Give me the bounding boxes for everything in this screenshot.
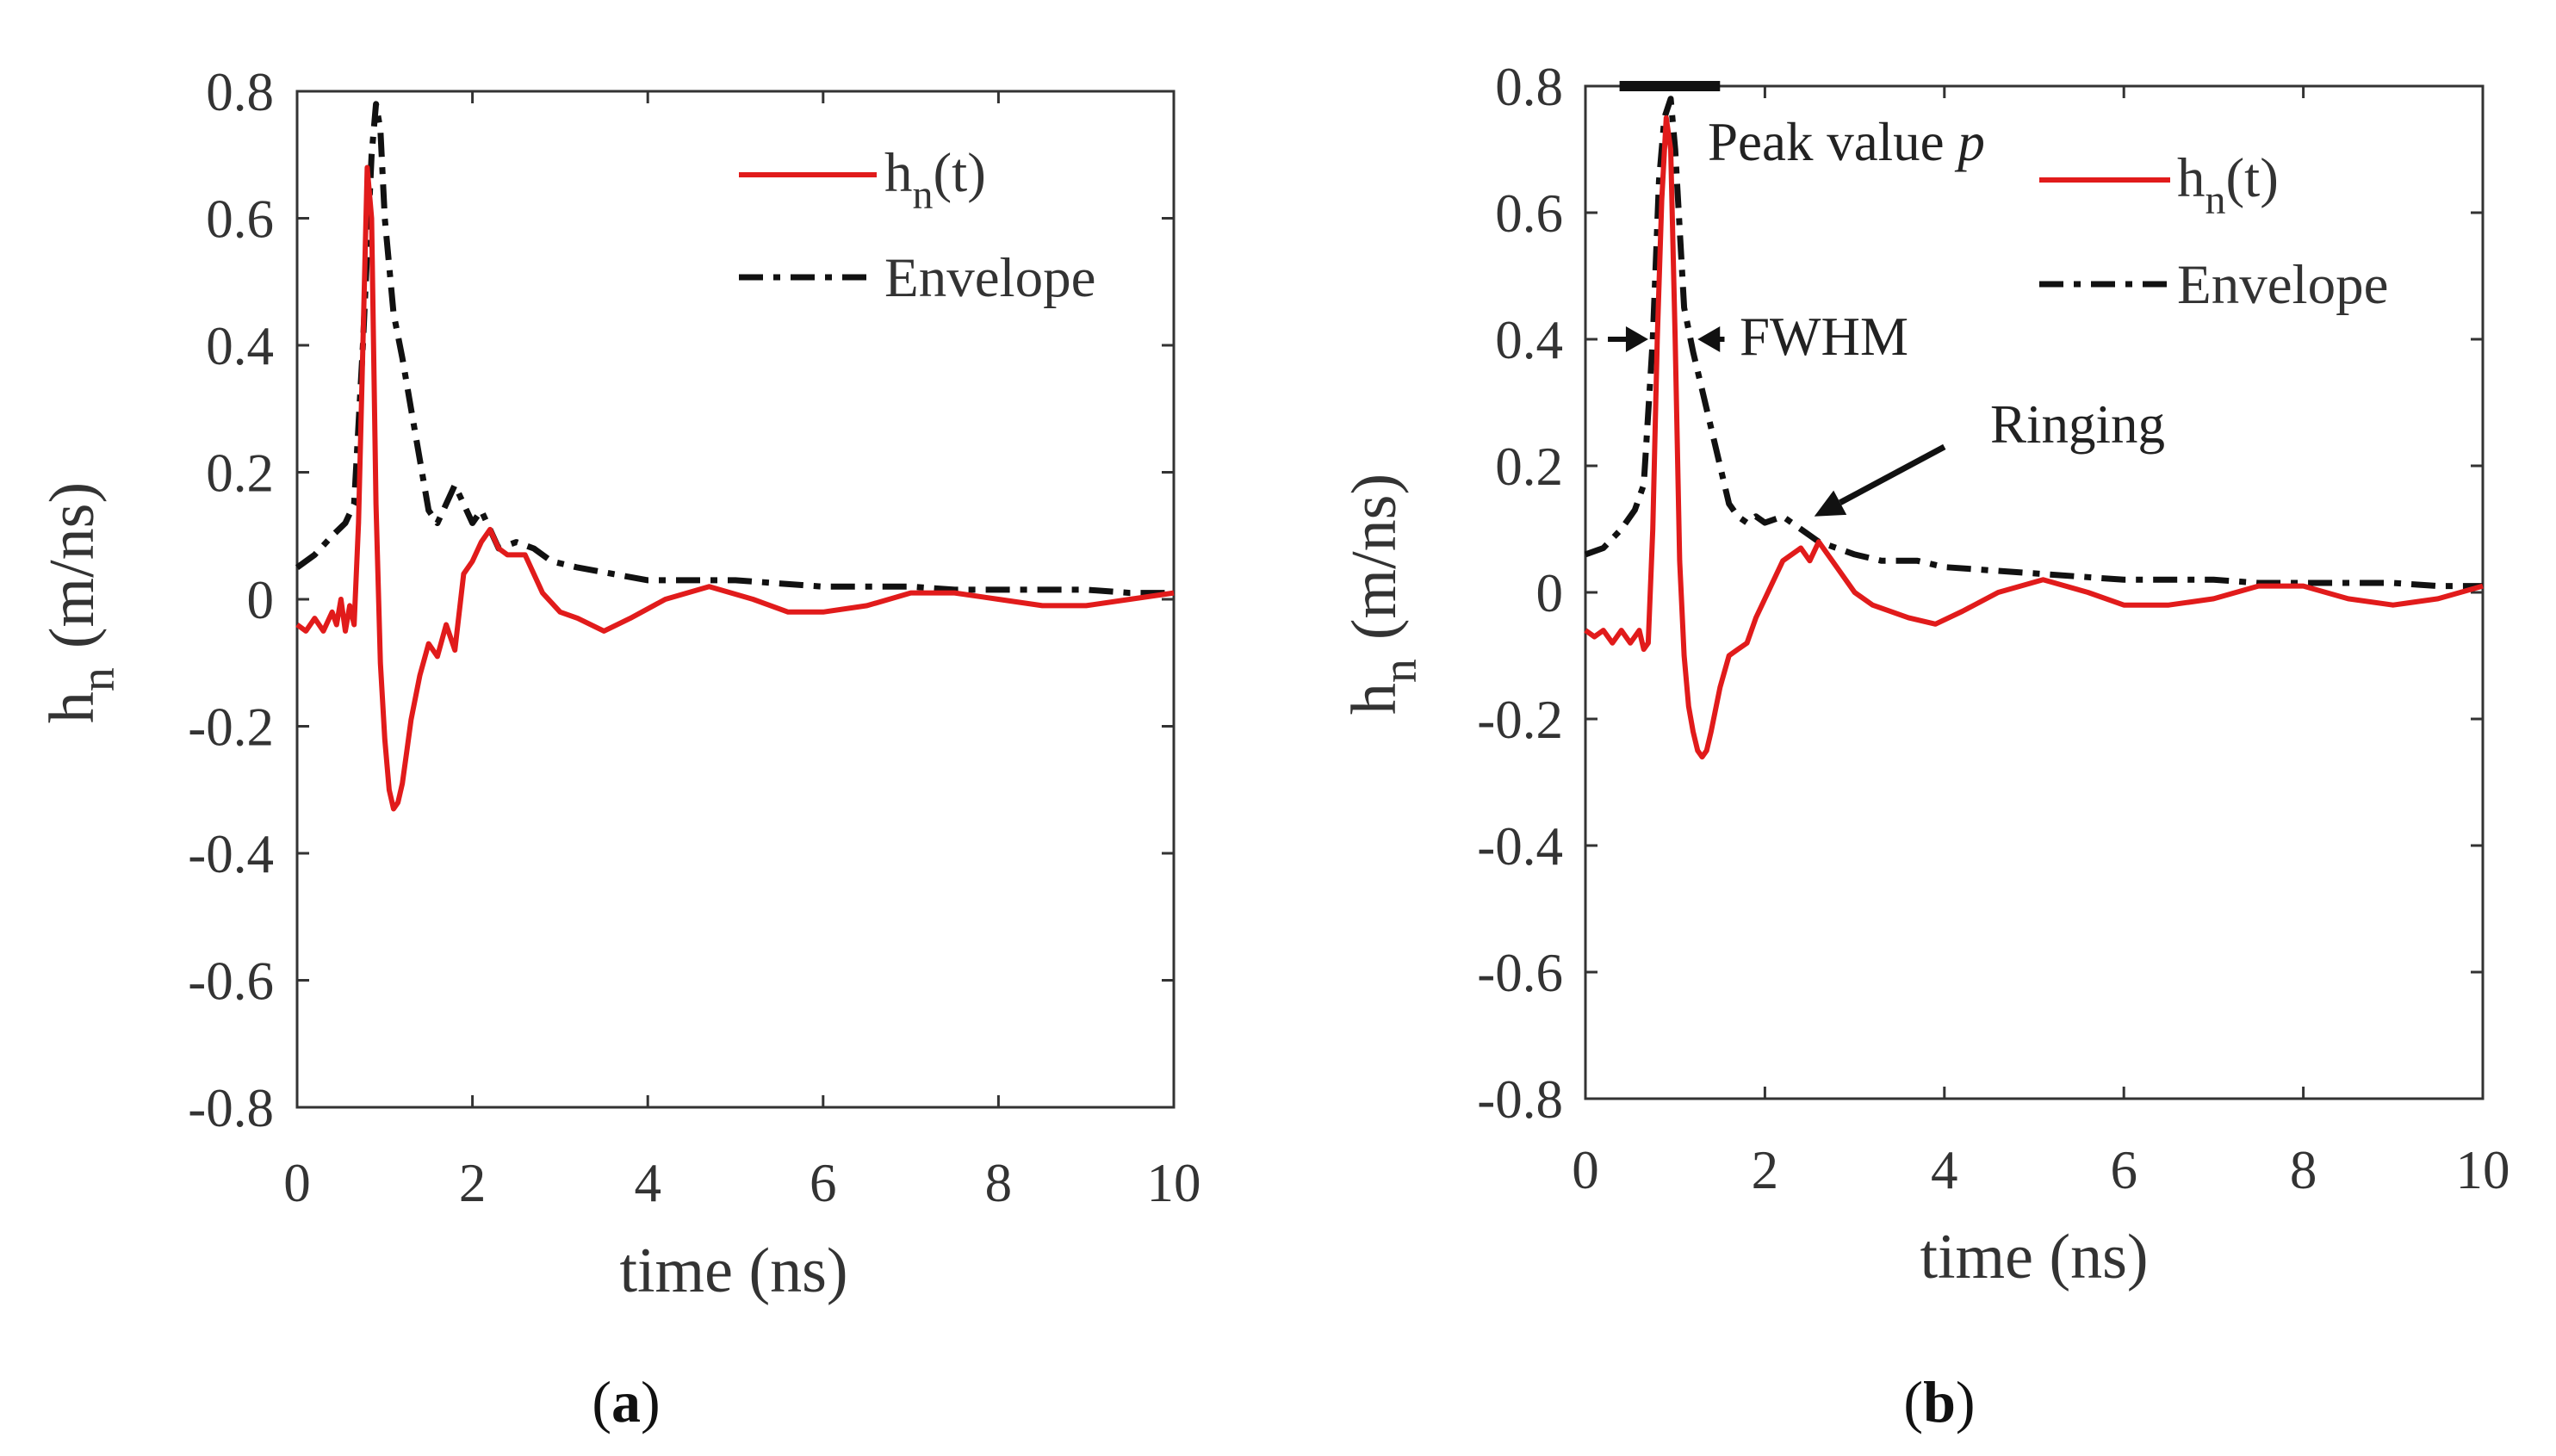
- y-axis-sub-b: n: [1374, 659, 1427, 683]
- axes-box-a: [295, 90, 1176, 1109]
- plot-area-b: 0 2 4 6 8 10 -0.8 -0.6 -0.4 -0.2 0 0.2 0.4 0.6 0.8: [1477, 57, 2509, 1200]
- y-tick-label-a-0: -0.8: [188, 1078, 274, 1138]
- y-axis-title-b: hn (m/ns): [1339, 474, 1427, 715]
- peak-value-text: Peak value: [1708, 112, 1957, 172]
- x-axis-title-a: time (ns): [619, 1236, 847, 1306]
- series-hn-b: [1584, 115, 2484, 760]
- ringing-arrow-shaft: [1839, 443, 1946, 505]
- x-axis-title-b: time (ns): [1920, 1222, 2148, 1292]
- y-tick-label-a-7: 0.6: [206, 189, 274, 250]
- y-axis-unit-b: (m/ns): [1339, 474, 1410, 640]
- y-tick-label-a-2: -0.4: [188, 824, 274, 884]
- series-a: [295, 101, 1175, 812]
- y-axis-sub-a: n: [71, 667, 125, 691]
- x-tick-label-b-2: 4: [1931, 1140, 1958, 1200]
- y-tick-label-b-3: -0.2: [1477, 690, 1563, 750]
- peak-value-symbol: p: [1954, 112, 1985, 172]
- y-tick-label-b-1: -0.6: [1477, 943, 1563, 1003]
- legend-hn-main-a: h: [884, 142, 913, 204]
- y-tick-label-b-2: -0.4: [1477, 816, 1563, 877]
- legend-label-hn-a: hn(t): [884, 142, 986, 218]
- ringing-arrow-head: [1814, 490, 1847, 517]
- caption-b-close: ): [1956, 1369, 1976, 1434]
- y-axis-main-b: h: [1339, 683, 1410, 715]
- y-tick-label-b-7: 0.6: [1495, 183, 1563, 244]
- x-tick-label-b-4: 8: [2290, 1140, 2317, 1200]
- x-tick-label-a-3: 6: [810, 1153, 837, 1213]
- fwhm-arrow-right-head: [1697, 326, 1721, 352]
- x-tick-label-b-5: 10: [2456, 1140, 2510, 1200]
- series-envelope-b: [1584, 96, 2483, 590]
- series-envelope-a: [295, 101, 1174, 597]
- fwhm-arrow-left-head: [1625, 326, 1648, 352]
- series-hn-a: [295, 164, 1175, 812]
- ticks-b: 0 2 4 6 8 10 -0.8 -0.6 -0.4 -0.2 0 0.2 0.4 0.6 0.8: [1477, 57, 2509, 1200]
- x-tick-label-a-1: 2: [459, 1153, 487, 1213]
- series-b: [1584, 96, 2484, 760]
- y-tick-label-b-4: 0: [1536, 563, 1564, 623]
- y-tick-label-a-5: 0.2: [206, 443, 274, 504]
- y-tick-label-b-6: 0.4: [1495, 310, 1563, 370]
- x-tick-label-a-2: 4: [634, 1153, 661, 1213]
- fwhm-label: FWHM: [1740, 307, 1908, 367]
- caption-a-letter: a: [611, 1369, 641, 1434]
- caption-a-open: (: [592, 1369, 611, 1434]
- x-tick-label-b-0: 0: [1572, 1140, 1599, 1200]
- x-tick-label-b-3: 6: [2110, 1140, 2137, 1200]
- x-tick-label-a-4: 8: [985, 1153, 1013, 1213]
- y-tick-label-a-1: -0.6: [188, 951, 274, 1012]
- y-tick-label-b-8: 0.8: [1495, 57, 1563, 117]
- chart-panel-b: 0 2 4 6 8 10-0.8-0.6-0.4-0.200.20.40.60.8 hn(…: [1339, 57, 2510, 1434]
- caption-b: (b): [1903, 1369, 1975, 1434]
- peak-value-label: Peak value p: [1708, 112, 1985, 172]
- legend-b: hn(t) Envelope: [2039, 147, 2388, 316]
- legend-hn-rest-b: (t): [2226, 147, 2279, 209]
- legend-label-envelope-b: Envelope: [2177, 254, 2388, 316]
- chart-panel-a: 0 2 4 6 8 10-0.8-0.6-0.4-0.200.20.40.60.8 hn(…: [37, 62, 1201, 1434]
- legend-hn-sub-a: n: [913, 172, 934, 218]
- y-tick-label-a-3: -0.2: [188, 697, 274, 758]
- legend-label-envelope-a: Envelope: [884, 247, 1095, 309]
- ticks-a: 0 2 4 6 8 10 -0.8 -0.6 -0.4 -0.2 0 0.2 0.4 0.6 0.8: [188, 62, 1200, 1213]
- x-tick-label-a-0: 0: [283, 1153, 311, 1213]
- caption-a-close: ): [641, 1369, 661, 1434]
- y-tick-label-b-0: -0.8: [1477, 1069, 1563, 1130]
- legend-hn-rest-a: (t): [934, 142, 986, 204]
- y-tick-label-a-6: 0.4: [206, 316, 274, 376]
- annotation-marks-b: [1608, 81, 1946, 517]
- caption-b-open: (: [1903, 1369, 1923, 1434]
- y-axis-title-a: hn (m/ns): [37, 482, 125, 723]
- axes-box-b: [1584, 84, 2485, 1100]
- legend-a: hn(t) Envelope: [739, 142, 1095, 309]
- caption-a: (a): [592, 1369, 660, 1434]
- y-tick-label-a-4: 0: [247, 570, 275, 630]
- x-tick-label-b-1: 2: [1752, 1140, 1779, 1200]
- caption-b-letter: b: [1923, 1369, 1956, 1434]
- ringing-label: Ringing: [1990, 394, 2165, 455]
- y-axis-unit-a: (m/ns): [37, 482, 108, 648]
- legend-hn-sub-b: n: [2205, 177, 2226, 223]
- y-tick-label-a-8: 0.8: [206, 62, 274, 122]
- legend-label-hn-b: hn(t): [2177, 147, 2279, 223]
- y-axis-main-a: h: [37, 691, 108, 723]
- legend-hn-main-b: h: [2177, 147, 2205, 209]
- plot-area-a: 0 2 4 6 8 10 -0.8 -0.6 -0.4 -0.2 0 0.2 0.4 0.6 0.8: [188, 62, 1200, 1213]
- y-tick-label-b-5: 0.2: [1495, 437, 1563, 497]
- x-tick-label-a-5: 10: [1147, 1153, 1201, 1213]
